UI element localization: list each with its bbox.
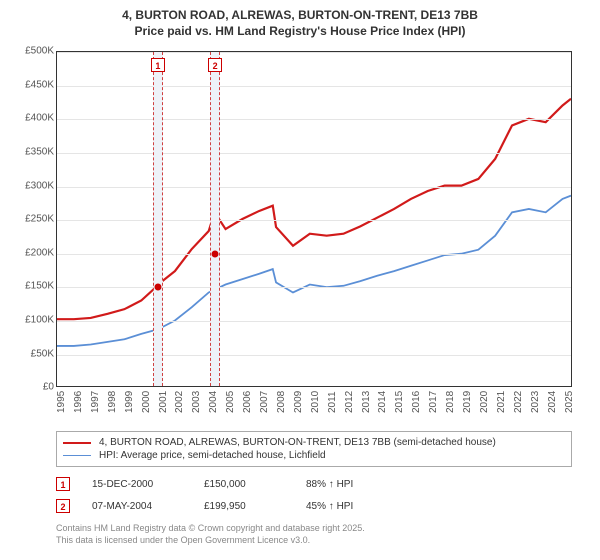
transaction-badge: 1 bbox=[56, 477, 70, 491]
y-tick-label: £200K bbox=[12, 247, 54, 258]
legend-swatch bbox=[63, 442, 91, 444]
gridline bbox=[57, 153, 571, 154]
footnote-line1: Contains HM Land Registry data © Crown c… bbox=[56, 523, 588, 535]
transaction-pct: 88% ↑ HPI bbox=[306, 479, 386, 490]
chart-container: 4, BURTON ROAD, ALREWAS, BURTON-ON-TRENT… bbox=[0, 0, 600, 560]
transaction-date: 15-DEC-2000 bbox=[92, 479, 182, 490]
legend-label: 4, BURTON ROAD, ALREWAS, BURTON-ON-TRENT… bbox=[99, 437, 496, 448]
transaction-date: 07-MAY-2004 bbox=[92, 501, 182, 512]
marker-band bbox=[153, 52, 163, 386]
chart-lines bbox=[57, 52, 571, 386]
legend-item: HPI: Average price, semi-detached house,… bbox=[63, 449, 565, 462]
x-tick-label: 2025 bbox=[564, 391, 598, 413]
transaction-row: 2 07-MAY-2004 £199,950 45% ↑ HPI bbox=[56, 495, 588, 517]
marker-dot bbox=[154, 284, 161, 291]
gridline bbox=[57, 254, 571, 255]
gridline bbox=[57, 52, 571, 53]
footnote: Contains HM Land Registry data © Crown c… bbox=[56, 523, 588, 546]
gridline bbox=[57, 321, 571, 322]
gridline bbox=[57, 287, 571, 288]
gridline bbox=[57, 86, 571, 87]
y-tick-label: £150K bbox=[12, 281, 54, 292]
transaction-pct: 45% ↑ HPI bbox=[306, 501, 386, 512]
y-tick-label: £350K bbox=[12, 146, 54, 157]
gridline bbox=[57, 119, 571, 120]
marker-dot bbox=[212, 250, 219, 257]
title-line2: Price paid vs. HM Land Registry's House … bbox=[12, 24, 588, 40]
y-tick-label: £300K bbox=[12, 180, 54, 191]
y-tick-label: £400K bbox=[12, 113, 54, 124]
transactions-table: 1 15-DEC-2000 £150,000 88% ↑ HPI 2 07-MA… bbox=[56, 473, 588, 517]
y-tick-label: £500K bbox=[12, 46, 54, 57]
transaction-price: £199,950 bbox=[204, 501, 284, 512]
legend-swatch bbox=[63, 455, 91, 456]
y-tick-label: £450K bbox=[12, 79, 54, 90]
transaction-badge: 2 bbox=[56, 499, 70, 513]
y-tick-label: £50K bbox=[12, 348, 54, 359]
footnote-line2: This data is licensed under the Open Gov… bbox=[56, 535, 588, 547]
legend-label: HPI: Average price, semi-detached house,… bbox=[99, 450, 326, 461]
marker-badge: 1 bbox=[151, 58, 165, 72]
series-price_paid bbox=[57, 99, 571, 319]
gridline bbox=[57, 220, 571, 221]
legend-item: 4, BURTON ROAD, ALREWAS, BURTON-ON-TRENT… bbox=[63, 436, 565, 449]
gridline bbox=[57, 187, 571, 188]
transaction-row: 1 15-DEC-2000 £150,000 88% ↑ HPI bbox=[56, 473, 588, 495]
plot-inner: 12 bbox=[56, 51, 572, 387]
gridline bbox=[57, 355, 571, 356]
y-tick-label: £0 bbox=[12, 382, 54, 393]
plot-area: £0 £50K £100K £150K £200K £250K £300K £350K £400… bbox=[12, 47, 572, 427]
transaction-price: £150,000 bbox=[204, 479, 284, 490]
marker-badge: 2 bbox=[208, 58, 222, 72]
title-line1: 4, BURTON ROAD, ALREWAS, BURTON-ON-TRENT… bbox=[12, 8, 588, 24]
legend: 4, BURTON ROAD, ALREWAS, BURTON-ON-TRENT… bbox=[56, 431, 572, 467]
series-hpi bbox=[57, 196, 571, 346]
marker-band bbox=[210, 52, 220, 386]
chart-title: 4, BURTON ROAD, ALREWAS, BURTON-ON-TRENT… bbox=[12, 8, 588, 39]
y-tick-label: £250K bbox=[12, 214, 54, 225]
y-tick-label: £100K bbox=[12, 314, 54, 325]
